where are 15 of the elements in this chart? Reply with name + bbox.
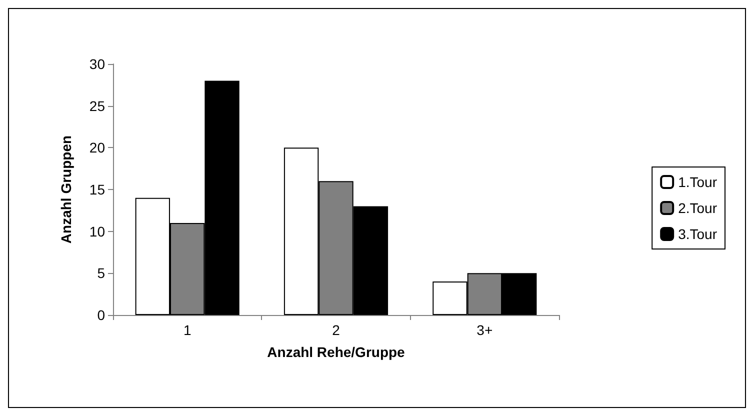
x-tick-label: 2 [332, 322, 340, 338]
x-tick-label: 1 [183, 322, 192, 338]
x-tick-label: 3+ [476, 322, 493, 338]
y-tick-label: 20 [89, 140, 106, 156]
y-tick-label: 0 [97, 307, 106, 323]
y-tick-label: 5 [97, 265, 106, 282]
y-tick-label: 10 [89, 223, 106, 240]
y-tick-label: 25 [89, 98, 106, 114]
legend-label: 3.Tour [678, 226, 718, 242]
y-tick-label: 15 [89, 182, 106, 198]
y-axis-title: Anzahl Gruppen [58, 135, 74, 244]
y-tick-label: 30 [89, 56, 106, 72]
legend-label: 1.Tour [678, 174, 718, 190]
x-axis-title: Anzahl Rehe/Gruppe [267, 344, 406, 360]
legend-label: 2.Tour [678, 200, 718, 216]
